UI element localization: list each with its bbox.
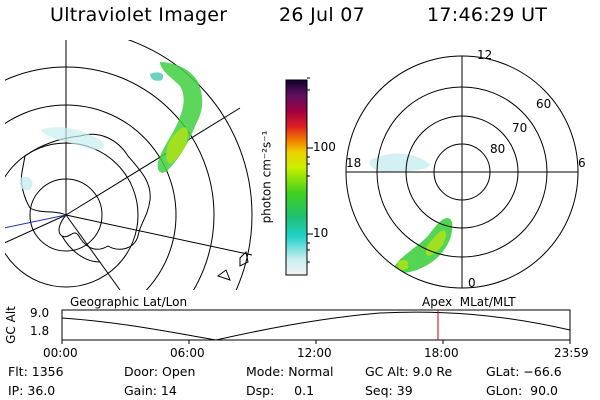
status-glon: GLon: 90.0 [486,383,558,398]
left-panel-label: Geographic Lat/Lon [70,295,188,309]
right-aurora [369,153,453,273]
status-dsp: Dsp: 0.1 [246,383,315,398]
status-gc-alt: GC Alt: 9.0 Re [365,364,453,379]
colorbar-tick-10: 10 [313,226,329,240]
altitude-timeline-frame [61,309,571,341]
time-label: 17:46:29 UT [427,4,548,26]
colorbar-unit-label: photon cm⁻²s⁻¹ [259,130,274,224]
geographic-map [5,40,253,290]
colorbar-ticks [307,77,313,263]
timeline-y-tick-top: 9.0 [30,306,50,320]
altitude-curve [61,311,571,341]
status-seq: Seq: 39 [365,383,413,398]
timeline-y-tick-bottom: 1.8 [30,324,50,338]
lat-label-70: 70 [512,121,528,135]
timeline-x-tick-0: 00:00 [43,346,78,360]
mlt-label-6: 6 [578,156,586,170]
timeline-ticks [61,340,571,344]
mlt-label-0: 0 [468,276,476,290]
mlt-label-18: 18 [346,156,362,170]
colorbar [285,79,308,276]
timeline-x-tick-1: 06:00 [170,346,205,360]
timeline-x-tick-3: 18:00 [424,346,459,360]
lat-label-60: 60 [536,97,552,111]
left-aurora [19,62,203,191]
status-glat: GLat: −66.6 [486,364,562,379]
status-ip: IP: 36.0 [8,383,56,398]
date-label: 26 Jul 07 [279,4,366,26]
status-mode: Mode: Normal [246,364,334,379]
status-flt: Flt: 1356 [8,364,64,379]
timeline-x-tick-4: 23:59 [554,346,589,360]
mlt-label-12: 12 [477,48,493,62]
instrument-title: Ultraviolet Imager [50,4,228,26]
status-door: Door: Open [124,364,196,379]
status-gain: Gain: 14 [124,383,177,398]
timeline-x-tick-2: 12:00 [297,346,332,360]
timeline-y-label: GC Alt [3,306,18,344]
mlt-grid [345,55,579,289]
colorbar-tick-100: 100 [313,140,336,154]
lat-label-80: 80 [490,142,506,156]
right-panel-label: Apex MLat/MLT [422,295,516,309]
